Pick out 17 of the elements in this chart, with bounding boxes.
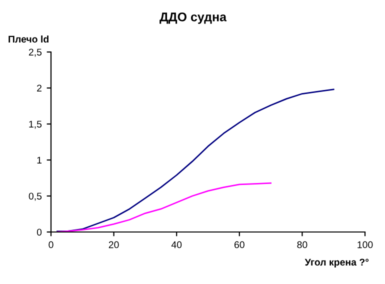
y-tick-label: 2	[37, 84, 42, 92]
y-tick-label: 0	[36, 228, 42, 236]
y-tick-label: 1,5	[29, 120, 42, 129]
y-tick-label: 1	[37, 156, 42, 164]
x-tick-label: 40	[171, 241, 182, 248]
x-tick-label: 20	[108, 241, 119, 248]
x-tick-label: 80	[297, 241, 308, 248]
y-axis-title: Плечо ld	[8, 35, 48, 43]
x-tick-label: 100	[358, 241, 373, 248]
y-tick-label: 0,5	[28, 192, 42, 201]
line-series	[56, 88, 334, 232]
x-tick-label: 60	[234, 241, 244, 248]
line-series	[56, 182, 272, 232]
x-axis-title: Угол крена ?°	[304, 258, 369, 268]
x-tick-label: 0	[48, 241, 54, 248]
y-tick-label: 2,5	[28, 48, 42, 57]
chart-title: ДДО судна	[160, 12, 227, 24]
